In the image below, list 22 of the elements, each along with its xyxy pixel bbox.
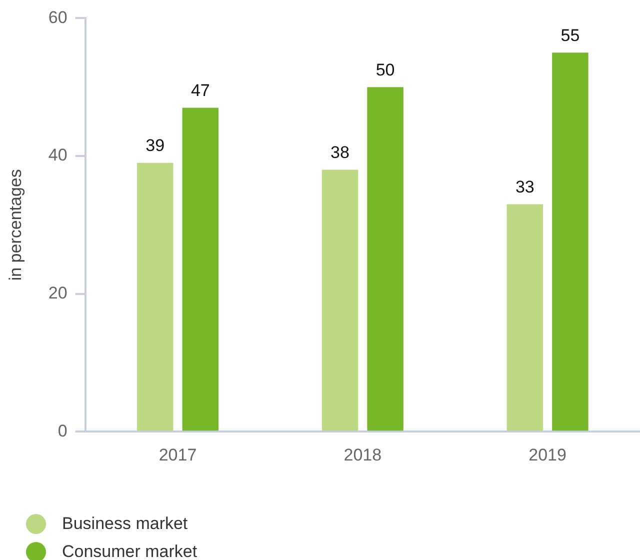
- legend-label: Consumer market: [62, 542, 198, 560]
- bar: [506, 204, 544, 431]
- data-label: 39: [146, 136, 165, 156]
- bar: [182, 108, 219, 431]
- bar: [322, 170, 358, 431]
- legend-label: Business market: [62, 514, 188, 534]
- y-tick-label: 40: [48, 146, 68, 165]
- x-tick-label: 2019: [528, 445, 566, 464]
- data-label: 55: [560, 26, 580, 45]
- y-tick-label: 20: [48, 283, 68, 302]
- data-label: 33: [515, 177, 534, 196]
- data-label: 47: [190, 80, 210, 100]
- y-axis-title: in percentages: [6, 169, 25, 281]
- bar: [552, 52, 588, 431]
- bar: [136, 162, 174, 431]
- data-label: 38: [330, 142, 350, 162]
- bar: [367, 87, 404, 431]
- x-tick-label: 2017: [158, 445, 197, 464]
- y-tick-label: 0: [58, 421, 68, 440]
- y-tick-label: 60: [48, 8, 68, 27]
- data-label: 50: [376, 60, 395, 80]
- x-tick-label: 2018: [344, 445, 382, 464]
